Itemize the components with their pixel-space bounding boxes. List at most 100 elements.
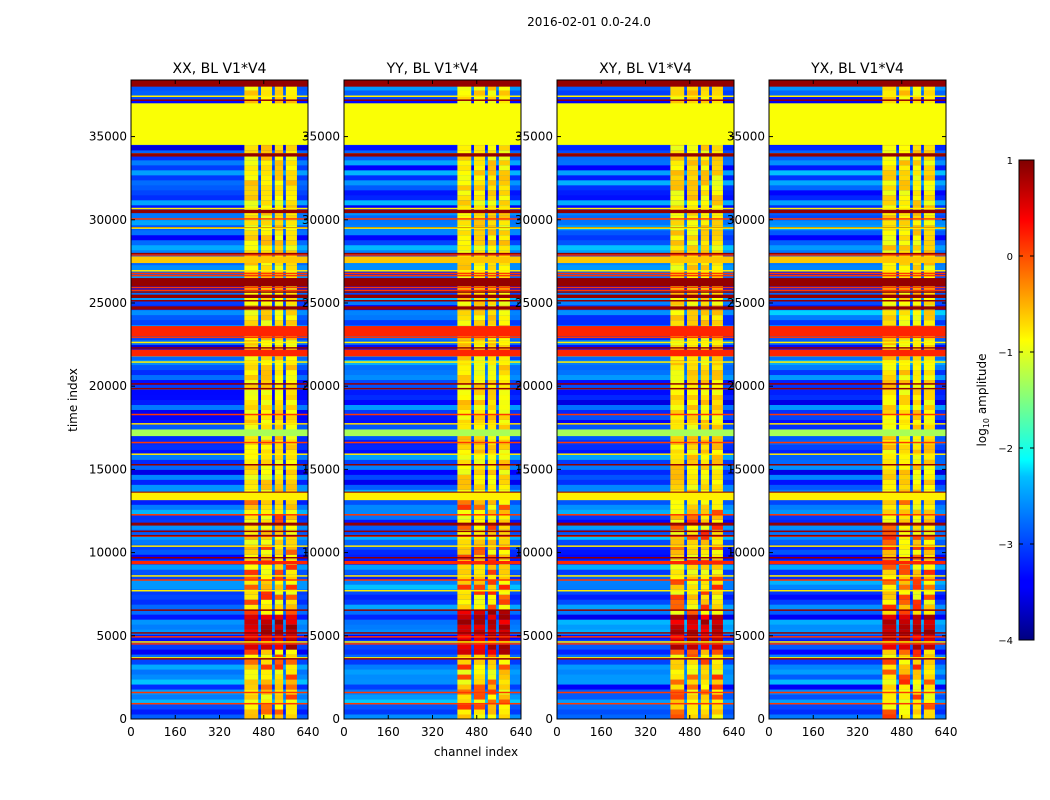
heatmap-cell bbox=[898, 624, 911, 630]
heatmap-cell bbox=[686, 99, 699, 106]
heatmap-row bbox=[557, 434, 734, 440]
heatmap-row bbox=[344, 599, 521, 605]
heatmap-cell bbox=[473, 389, 486, 396]
heatmap-cell bbox=[882, 84, 897, 91]
heatmap-cell bbox=[487, 264, 497, 271]
heatmap-cell bbox=[260, 159, 273, 166]
heatmap-cell bbox=[882, 409, 897, 415]
heatmap-cell bbox=[244, 419, 259, 425]
heatmap-cell bbox=[274, 704, 284, 710]
heatmap-row bbox=[131, 404, 308, 410]
heatmap-cell bbox=[923, 604, 935, 610]
heatmap-cell bbox=[923, 369, 935, 376]
flag-band bbox=[131, 429, 308, 437]
heatmap-cell bbox=[898, 374, 911, 381]
heatmap-cell bbox=[923, 319, 935, 326]
heatmap-cell bbox=[898, 94, 911, 101]
heatmap-cell bbox=[473, 699, 486, 705]
heatmap-cell bbox=[457, 664, 472, 670]
heatmap-row bbox=[769, 414, 946, 420]
heatmap-cell bbox=[244, 244, 259, 251]
heatmap-cell bbox=[274, 204, 284, 211]
heatmap-row bbox=[344, 619, 521, 625]
flag-line bbox=[557, 341, 734, 344]
heatmap-cell bbox=[457, 589, 472, 595]
heatmap-cell bbox=[882, 144, 897, 151]
heatmap-cell bbox=[670, 499, 685, 505]
heatmap-cell bbox=[686, 174, 699, 181]
heatmap-cell bbox=[274, 409, 284, 415]
flag-line bbox=[557, 702, 734, 705]
heatmap-cell bbox=[923, 584, 935, 590]
heatmap-cell bbox=[498, 534, 510, 540]
heatmap-cell bbox=[912, 299, 922, 306]
flag-line bbox=[344, 632, 521, 634]
heatmap-cell bbox=[686, 239, 699, 246]
heatmap-row bbox=[131, 674, 308, 680]
heatmap-row bbox=[131, 499, 308, 505]
flag-line bbox=[344, 556, 521, 559]
heatmap-cell bbox=[473, 589, 486, 595]
heatmap-cell bbox=[260, 514, 273, 520]
heatmap-cell bbox=[670, 464, 685, 470]
heatmap-row bbox=[557, 589, 734, 595]
heatmap-cell bbox=[670, 479, 685, 485]
heatmap-cell bbox=[260, 269, 273, 276]
heatmap-cell bbox=[260, 249, 273, 256]
flag-band bbox=[557, 153, 734, 157]
heatmap-cell bbox=[898, 714, 911, 720]
heatmap-cell bbox=[244, 99, 259, 106]
heatmap-cell bbox=[244, 389, 259, 396]
heatmap-cell bbox=[898, 389, 911, 396]
heatmap-cell bbox=[700, 164, 710, 171]
heatmap-cell bbox=[711, 314, 723, 321]
heatmap-cell bbox=[244, 219, 259, 226]
heatmap-cell bbox=[498, 589, 510, 595]
heatmap-cell bbox=[473, 504, 486, 510]
y-tick-label: 25000 bbox=[302, 296, 340, 310]
heatmap-cell bbox=[274, 504, 284, 510]
heatmap-cell bbox=[285, 574, 297, 580]
heatmap-cell bbox=[260, 214, 273, 221]
heatmap-cell bbox=[498, 179, 510, 186]
heatmap-row bbox=[344, 394, 521, 400]
heatmap-row bbox=[344, 379, 521, 386]
y-tick-label: 15000 bbox=[89, 462, 127, 476]
heatmap-cell bbox=[670, 714, 685, 720]
heatmap-row bbox=[557, 199, 734, 206]
heatmap-cell bbox=[498, 159, 510, 166]
heatmap-cell bbox=[711, 89, 723, 96]
heatmap-cell bbox=[260, 154, 273, 161]
heatmap-cell bbox=[700, 644, 710, 650]
heatmap-cell bbox=[700, 624, 710, 630]
flag-line bbox=[131, 453, 308, 455]
heatmap-cell bbox=[912, 614, 922, 620]
heatmap-cell bbox=[711, 144, 723, 151]
heatmap-row bbox=[557, 299, 734, 306]
heatmap-cell bbox=[898, 459, 911, 465]
heatmap-cell bbox=[498, 199, 510, 206]
heatmap-row bbox=[344, 364, 521, 371]
heatmap-cell bbox=[882, 229, 897, 236]
heatmap-row bbox=[131, 249, 308, 256]
heatmap-row bbox=[344, 579, 521, 585]
heatmap-cell bbox=[912, 644, 922, 650]
heatmap-cell bbox=[912, 194, 922, 201]
heatmap-cell bbox=[686, 264, 699, 271]
heatmap-cell bbox=[923, 454, 935, 460]
heatmap-row bbox=[131, 194, 308, 201]
heatmap-cell bbox=[898, 229, 911, 236]
heatmap-cell bbox=[670, 474, 685, 480]
heatmap-cell bbox=[670, 589, 685, 595]
heatmap-cell bbox=[260, 364, 273, 371]
heatmap-row bbox=[344, 659, 521, 665]
heatmap-cell bbox=[498, 309, 510, 316]
heatmap-cell bbox=[882, 584, 897, 590]
flag-line bbox=[344, 413, 521, 416]
heatmap-cell bbox=[473, 534, 486, 540]
heatmap-cell bbox=[487, 594, 497, 600]
heatmap-cell bbox=[898, 424, 911, 430]
heatmap-cell bbox=[244, 509, 259, 515]
heatmap-row bbox=[769, 469, 946, 475]
heatmap-cell bbox=[244, 354, 259, 361]
